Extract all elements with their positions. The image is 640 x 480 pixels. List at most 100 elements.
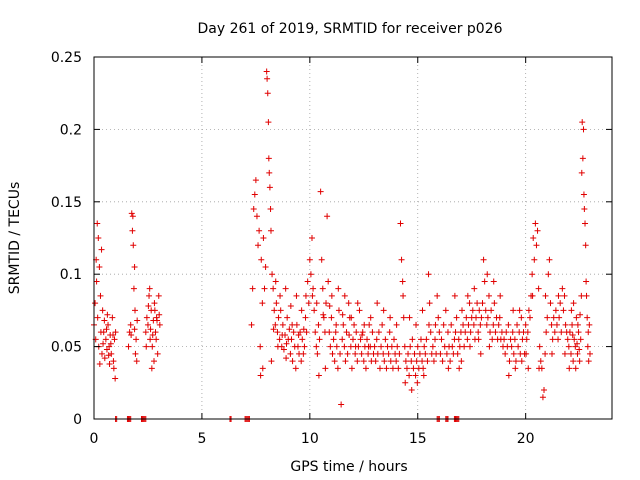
data-point bbox=[497, 292, 504, 299]
data-point bbox=[337, 350, 344, 357]
data-point bbox=[284, 314, 291, 321]
data-point bbox=[280, 346, 287, 353]
data-point bbox=[578, 169, 585, 176]
data-point bbox=[273, 300, 280, 307]
data-point bbox=[292, 365, 299, 372]
data-point bbox=[551, 329, 558, 336]
data-point bbox=[318, 256, 325, 263]
data-point bbox=[434, 292, 441, 299]
data-point bbox=[343, 329, 350, 336]
data-point bbox=[369, 329, 376, 336]
data-point bbox=[332, 329, 339, 336]
y-tick-label: 0.15 bbox=[51, 195, 82, 211]
data-point bbox=[482, 307, 489, 314]
data-point bbox=[146, 285, 153, 292]
data-point bbox=[471, 285, 478, 292]
data-point bbox=[407, 343, 414, 350]
data-point bbox=[559, 285, 566, 292]
data-point bbox=[268, 358, 275, 365]
data-point bbox=[151, 358, 158, 365]
data-point bbox=[345, 300, 352, 307]
data-point bbox=[154, 317, 161, 324]
data-point bbox=[320, 311, 327, 318]
data-point bbox=[580, 126, 587, 133]
data-point bbox=[352, 350, 359, 357]
data-point bbox=[579, 119, 586, 126]
data-point bbox=[561, 350, 568, 357]
data-point bbox=[250, 206, 257, 213]
plot-frame bbox=[93, 56, 613, 420]
data-point bbox=[475, 336, 482, 343]
data-point bbox=[401, 343, 408, 350]
data-point bbox=[317, 188, 324, 195]
data-point bbox=[586, 350, 593, 357]
data-point bbox=[552, 307, 559, 314]
data-point bbox=[462, 329, 469, 336]
data-point bbox=[264, 75, 271, 82]
data-point bbox=[389, 365, 396, 372]
data-point bbox=[429, 343, 436, 350]
data-point bbox=[315, 372, 322, 379]
data-point bbox=[495, 321, 502, 328]
data-point bbox=[508, 343, 515, 350]
data-point bbox=[132, 350, 139, 357]
data-point bbox=[100, 340, 107, 347]
data-point bbox=[341, 343, 348, 350]
data-point bbox=[252, 177, 259, 184]
data-point bbox=[375, 329, 382, 336]
data-point bbox=[414, 379, 421, 386]
data-point bbox=[270, 285, 277, 292]
data-point bbox=[564, 336, 571, 343]
data-point bbox=[251, 191, 258, 198]
data-point bbox=[393, 358, 400, 365]
data-point bbox=[313, 300, 320, 307]
data-point bbox=[111, 336, 118, 343]
data-point bbox=[105, 321, 112, 328]
data-point bbox=[255, 242, 262, 249]
data-point bbox=[440, 321, 447, 328]
data-point bbox=[505, 321, 512, 328]
data-point bbox=[548, 321, 555, 328]
data-point bbox=[509, 329, 516, 336]
data-point bbox=[96, 263, 103, 270]
data-point bbox=[154, 350, 161, 357]
data-point bbox=[542, 350, 549, 357]
data-point bbox=[365, 343, 372, 350]
data-point bbox=[293, 292, 300, 299]
data-point bbox=[478, 314, 485, 321]
data-point bbox=[110, 365, 117, 372]
data-point bbox=[277, 307, 284, 314]
data-point bbox=[379, 321, 386, 328]
data-point bbox=[325, 278, 332, 285]
data-point bbox=[584, 314, 591, 321]
data-point bbox=[419, 358, 426, 365]
data-point bbox=[145, 303, 152, 310]
data-point bbox=[156, 321, 163, 328]
data-point bbox=[581, 206, 588, 213]
data-point bbox=[413, 358, 420, 365]
data-point bbox=[426, 300, 433, 307]
data-point bbox=[110, 358, 117, 365]
data-point bbox=[327, 343, 334, 350]
data-point bbox=[585, 329, 592, 336]
data-point bbox=[512, 365, 519, 372]
data-point bbox=[262, 263, 269, 270]
data-point bbox=[279, 332, 286, 339]
data-point bbox=[420, 365, 427, 372]
data-point bbox=[265, 155, 272, 162]
data-point bbox=[289, 358, 296, 365]
data-point bbox=[264, 90, 271, 97]
data-point bbox=[391, 336, 398, 343]
data-point bbox=[396, 350, 403, 357]
data-point bbox=[295, 332, 302, 339]
y-tick-label: 0.05 bbox=[51, 340, 82, 356]
data-point bbox=[585, 358, 592, 365]
data-point bbox=[515, 343, 522, 350]
data-point bbox=[560, 307, 567, 314]
data-point bbox=[438, 336, 445, 343]
data-point bbox=[570, 300, 577, 307]
data-point bbox=[439, 358, 446, 365]
data-point bbox=[565, 343, 572, 350]
data-point bbox=[532, 220, 539, 227]
data-point bbox=[469, 307, 476, 314]
